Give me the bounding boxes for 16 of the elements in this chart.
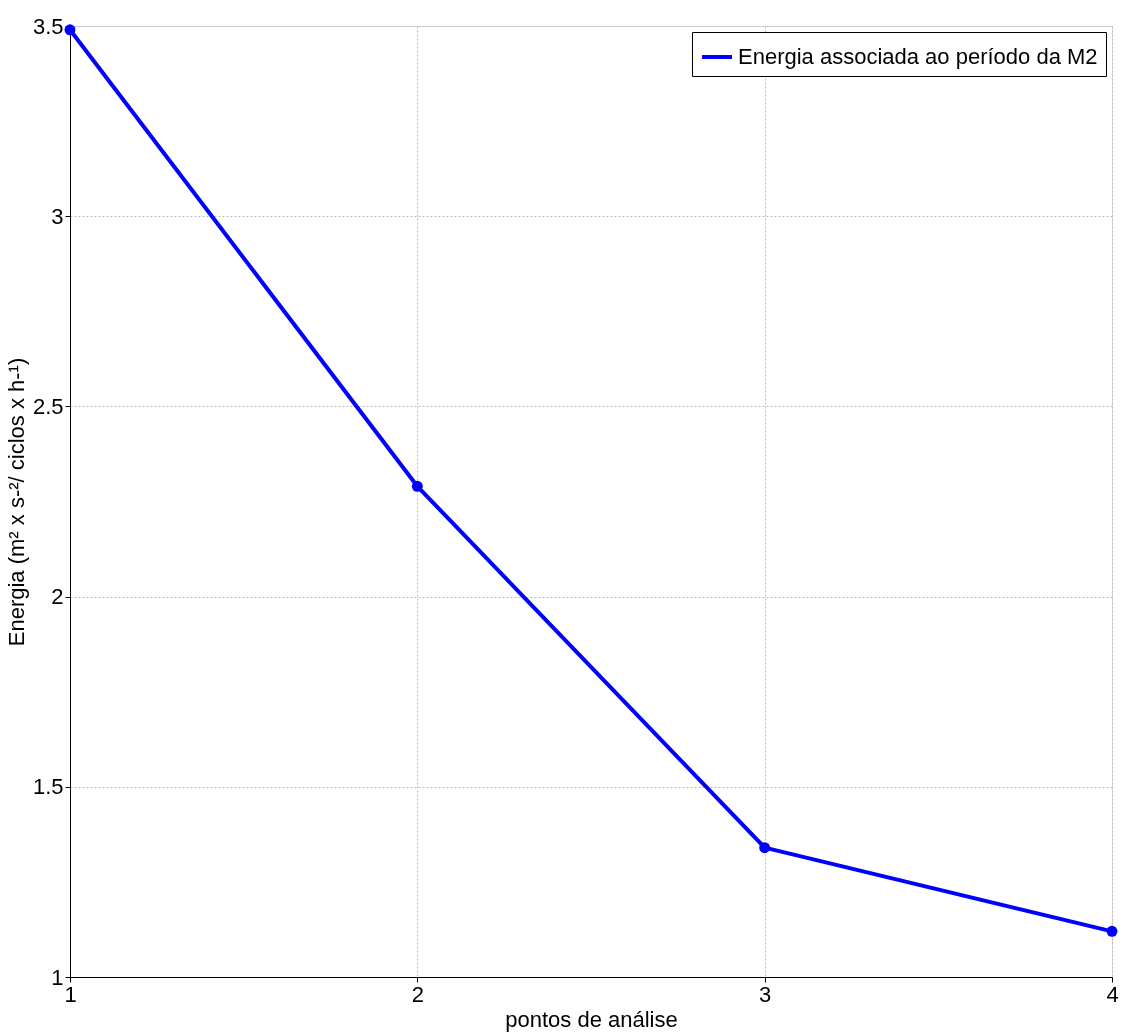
y-axis-title: Energia (m² x s-²/ ciclos x h-¹) xyxy=(3,357,29,647)
point xyxy=(411,480,423,492)
point xyxy=(1106,925,1118,937)
x-axis-title: pontos de análise xyxy=(505,1006,678,1032)
y-tick-label: 2 xyxy=(51,584,64,610)
legend-label: Energia associada ao período da M2 xyxy=(738,44,1098,69)
y-tick-label: 3.5 xyxy=(32,13,64,39)
x-tick-label: 3 xyxy=(759,981,772,1007)
y-tick-label: 1 xyxy=(51,964,64,990)
y-tick-label: 1.5 xyxy=(32,774,64,800)
y-tick-label: 3 xyxy=(51,203,64,229)
point xyxy=(64,24,76,36)
y-tick-label: 2.5 xyxy=(32,393,64,419)
x-tick-label: 4 xyxy=(1106,981,1119,1007)
point xyxy=(759,842,771,854)
x-tick-label: 2 xyxy=(411,981,424,1007)
